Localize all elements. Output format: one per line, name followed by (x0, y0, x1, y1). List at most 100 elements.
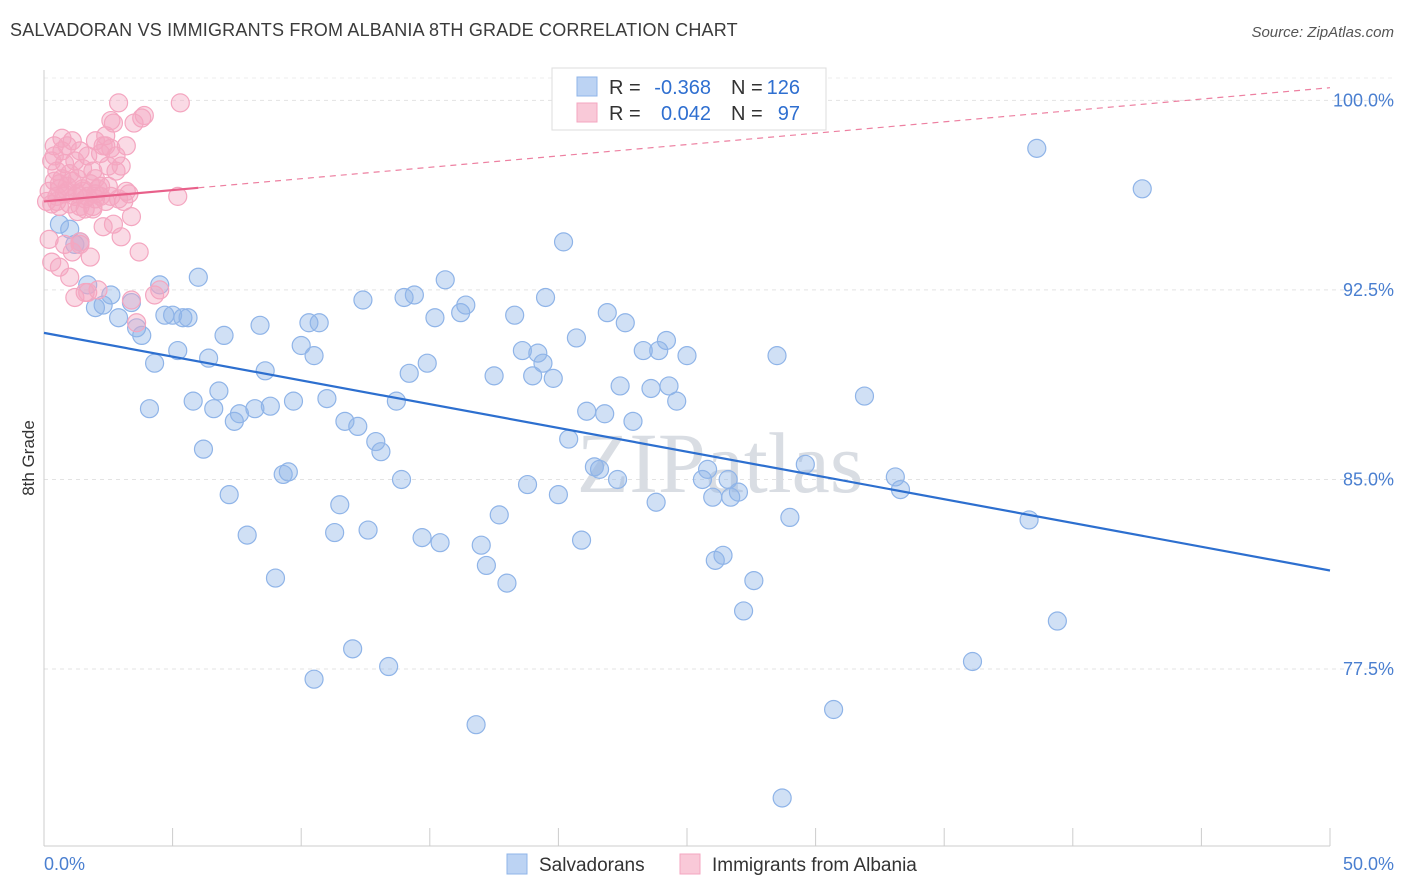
salvadoran-point (348, 416, 368, 437)
x-ticks (43, 828, 1331, 846)
watermark: ZIPatlas (577, 415, 864, 511)
salvadoran-point (512, 340, 532, 361)
salvadoran-point (633, 340, 653, 361)
salvadoran-point (824, 699, 844, 720)
salvadoran-point (597, 303, 617, 323)
salvadoran-point (780, 507, 800, 528)
salvadoran-point (623, 411, 643, 431)
salvadoran-point (237, 525, 257, 545)
albania-point (116, 136, 136, 156)
y-tick-label: 100.0% (1333, 90, 1394, 110)
albania-point (44, 136, 64, 156)
stats-legend-r-label-1: R = (609, 103, 641, 125)
salvadoran-point (1132, 179, 1152, 199)
salvadoran-point (615, 313, 635, 333)
salvadoran-point (885, 467, 905, 487)
series-legend: Salvadorans Immigrants from Albania (506, 853, 917, 876)
salvadoran-point (219, 485, 239, 505)
salvadoran-point (528, 343, 548, 363)
albania-point (75, 199, 95, 219)
chart-title: SALVADORAN VS IMMIGRANTS FROM ALBANIA 8T… (10, 20, 738, 40)
salvadoran-point (335, 411, 355, 431)
salvadoran-point (278, 462, 298, 482)
salvadoran-point (533, 353, 553, 373)
albania-point (101, 138, 121, 158)
salvadoran-point (250, 315, 270, 335)
salvadoran-point (404, 285, 424, 305)
salvadoran-point (430, 533, 450, 553)
salvadoran-point (304, 346, 324, 366)
albania-point (62, 242, 82, 262)
salvadoran-point (101, 285, 121, 305)
albania-point (70, 196, 90, 217)
albania-point (52, 128, 72, 148)
salvadoran-point (677, 346, 697, 366)
salvadoran-point (497, 573, 517, 593)
trend-line-solid-1 (43, 186, 199, 203)
salvadoran-point (466, 715, 486, 735)
salvadoran-point (283, 391, 304, 411)
trend-line-0 (43, 331, 1331, 572)
stats-legend-r-value-0: -0.368 (654, 77, 711, 99)
salvadoran-point (744, 570, 764, 591)
salvadoran-point (412, 528, 432, 548)
salvadoran-point (299, 313, 319, 333)
albania-point (116, 181, 136, 201)
salvadoran-point (646, 492, 666, 512)
salvadoran-point (517, 474, 538, 495)
albania-point (168, 186, 188, 206)
albania-point (170, 93, 190, 113)
stats-legend-swatch-salvadorans (576, 76, 598, 97)
salvadoran-point (188, 267, 208, 287)
salvadoran-point (571, 530, 592, 550)
salvadoran-point (168, 340, 188, 361)
salvadoran-point (229, 404, 250, 424)
salvadoran-point (358, 520, 378, 540)
legend-label-albania: Immigrants from Albania (712, 855, 917, 876)
albania-point (49, 174, 70, 194)
salvadoran-point (767, 346, 787, 366)
salvadoran-point (317, 388, 337, 409)
salvadoran-point (577, 401, 597, 421)
stats-legend-n-label-0: N = (731, 77, 763, 99)
salvadoran-point (548, 485, 569, 505)
salvadoran-point (641, 378, 661, 399)
albania-point (49, 257, 70, 277)
albania-point (129, 242, 149, 262)
trend-lines (43, 87, 1331, 572)
y-tick-label: 92.5% (1343, 280, 1394, 300)
salvadoran-point (204, 399, 224, 419)
salvadoran-point (353, 290, 373, 310)
y-tick-labels: 77.5% 85.0% 92.5% 100.0% (1333, 90, 1394, 679)
albania-point (54, 234, 75, 255)
stats-legend-r-value-1: 0.042 (661, 103, 711, 125)
albania-point (121, 207, 142, 227)
salvadoran-point (139, 399, 160, 419)
albania-point (150, 280, 170, 300)
salvadoran-point (260, 396, 280, 416)
y-tick-label: 85.0% (1343, 469, 1394, 489)
albania-point (134, 105, 154, 126)
salvadoran-point (584, 457, 605, 477)
salvadoran-point (343, 639, 363, 659)
salvadoran-point (649, 340, 669, 361)
salvadoran-point (265, 568, 286, 588)
albania-point (101, 110, 121, 131)
salvadoran-point (291, 335, 311, 356)
albania-point (83, 161, 103, 181)
salvadoran-point (656, 330, 677, 351)
albania-point (75, 282, 95, 303)
salvadoran-point (417, 353, 437, 373)
salvadoran-point (456, 295, 476, 315)
salvadoran-point (150, 275, 170, 295)
salvadoran-point (476, 555, 496, 576)
albania-point (42, 151, 62, 171)
salvadoran-point (589, 459, 610, 479)
salvadoran-point (523, 366, 543, 386)
albania-point (60, 267, 80, 287)
x-tick-label-min: 0.0% (44, 854, 85, 874)
salvadoran-point (1027, 138, 1047, 158)
stats-legend-box (551, 67, 827, 131)
salvadoran-point (178, 308, 198, 328)
